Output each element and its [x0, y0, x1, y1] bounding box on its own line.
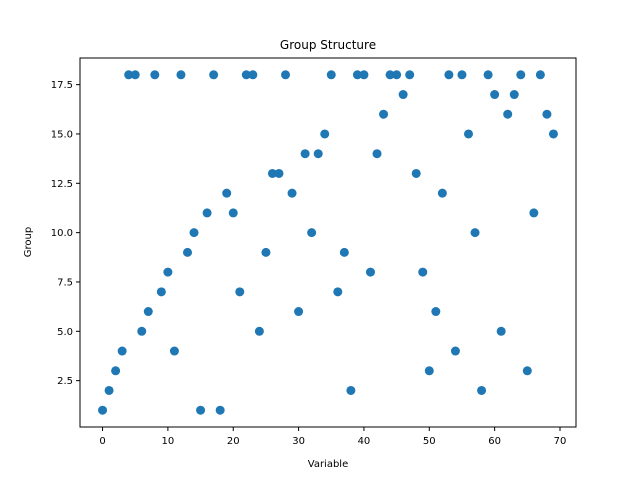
data-point-40 [359, 70, 369, 80]
data-point-22 [241, 70, 251, 80]
data-point-37 [339, 247, 349, 257]
x-axis-ticks: 0 10 20 30 40 50 60 70 [99, 427, 566, 447]
data-point-66 [529, 208, 539, 218]
data-point-49 [418, 267, 428, 277]
data-point-9 [156, 287, 166, 297]
data-point-18 [215, 405, 225, 415]
x-tick-label-5: 50 [423, 436, 436, 447]
data-point-29 [287, 188, 297, 198]
data-points [98, 70, 558, 415]
data-point-44 [385, 70, 395, 80]
y-tick-label-6: 17.5 [51, 80, 73, 91]
data-point-61 [496, 326, 506, 336]
data-point-53 [444, 70, 454, 80]
data-point-0 [98, 405, 108, 415]
data-point-57 [470, 228, 480, 238]
plot-area [79, 57, 577, 428]
data-point-26 [267, 168, 277, 178]
data-point-41 [365, 267, 375, 277]
data-point-43 [379, 109, 389, 119]
y-axis-label: Group [23, 227, 34, 257]
data-point-14 [189, 228, 199, 238]
y-tick-label-0: 2.5 [57, 376, 73, 387]
data-point-11 [169, 346, 179, 356]
data-point-16 [202, 208, 212, 218]
y-tick-label-5: 15.0 [51, 129, 73, 140]
y-tick-label-4: 12.5 [51, 179, 73, 190]
data-point-56 [464, 129, 473, 139]
x-tick-label-0: 0 [99, 436, 105, 447]
data-point-15 [196, 405, 206, 415]
data-point-45 [392, 70, 402, 80]
x-tick-label-4: 40 [358, 436, 371, 447]
data-point-68 [542, 109, 552, 119]
y-axis-ticks: 2.5 5.0 7.5 10.0 12.5 15.0 17.5 [51, 80, 80, 387]
data-point-21 [235, 287, 245, 297]
data-point-38 [346, 385, 356, 395]
data-point-24 [254, 326, 264, 336]
data-point-4 [124, 70, 134, 80]
data-point-59 [483, 70, 493, 80]
data-point-64 [516, 70, 526, 80]
data-point-58 [477, 385, 487, 395]
data-point-55 [457, 70, 467, 80]
data-point-34 [320, 129, 330, 139]
x-tick-label-3: 30 [292, 436, 305, 447]
data-point-25 [261, 247, 271, 257]
y-tick-label-1: 5.0 [57, 327, 73, 338]
data-point-20 [228, 208, 238, 218]
data-point-6 [137, 326, 147, 336]
data-point-30 [294, 307, 304, 317]
data-point-2 [111, 366, 121, 376]
data-point-54 [450, 346, 460, 356]
data-point-33 [313, 149, 323, 159]
data-point-46 [398, 90, 408, 100]
x-tick-label-7: 70 [554, 436, 567, 447]
data-point-10 [163, 267, 173, 277]
data-point-39 [352, 70, 362, 80]
chart-title: Group Structure [280, 38, 376, 52]
data-point-12 [176, 70, 186, 80]
data-point-52 [437, 188, 447, 198]
data-point-42 [372, 149, 382, 159]
data-point-7 [143, 307, 153, 317]
data-point-17 [209, 70, 219, 80]
data-point-35 [326, 70, 336, 80]
data-point-36 [333, 287, 343, 297]
data-point-23 [248, 70, 258, 80]
data-point-5 [130, 70, 140, 80]
data-point-27 [274, 168, 284, 178]
data-point-19 [222, 188, 232, 198]
data-point-63 [509, 90, 519, 100]
data-point-28 [281, 70, 291, 80]
data-point-13 [183, 247, 192, 257]
data-point-32 [307, 228, 317, 238]
x-axis-label: Variable [308, 459, 349, 470]
x-tick-label-6: 60 [488, 436, 501, 447]
y-tick-label-2: 7.5 [57, 277, 73, 288]
data-point-3 [117, 346, 127, 356]
data-point-8 [150, 70, 160, 80]
data-point-1 [104, 385, 114, 395]
y-tick-label-3: 10.0 [51, 228, 73, 239]
data-point-50 [424, 366, 434, 376]
data-point-60 [490, 90, 500, 100]
data-point-62 [503, 109, 513, 119]
data-point-69 [548, 129, 558, 139]
data-point-47 [405, 70, 415, 80]
data-point-51 [431, 307, 441, 317]
data-point-65 [522, 366, 532, 376]
data-point-31 [300, 149, 310, 159]
x-tick-label-1: 10 [162, 436, 175, 447]
x-tick-label-2: 20 [227, 436, 240, 447]
data-point-67 [535, 70, 545, 80]
data-point-48 [411, 168, 421, 178]
